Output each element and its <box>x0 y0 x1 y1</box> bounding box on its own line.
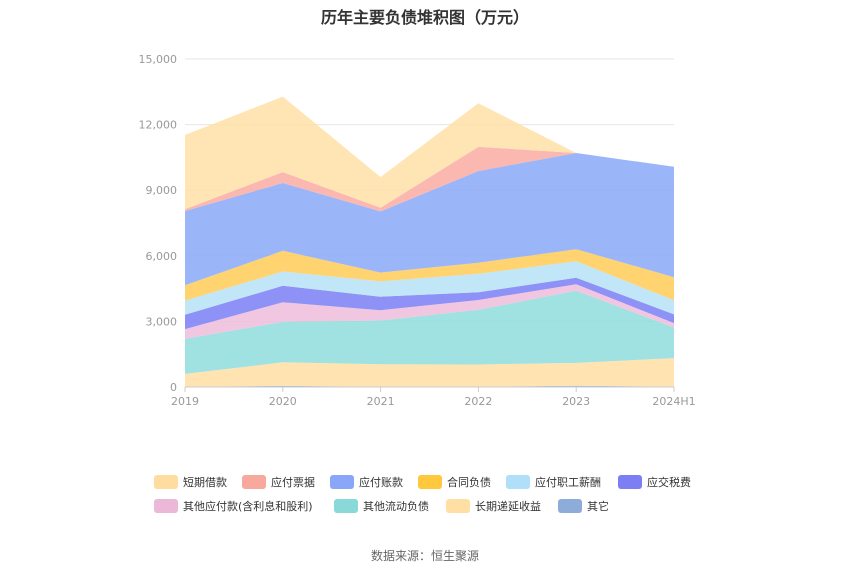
legend-label: 其它 <box>587 500 609 513</box>
legend-label: 短期借款 <box>183 476 227 489</box>
legend-item[interactable]: 应付账款 <box>330 474 403 490</box>
legend-item[interactable]: 其他流动负债 <box>334 498 429 514</box>
y-tick-label: 9,000 <box>146 184 178 197</box>
legend-item[interactable]: 应交税费 <box>618 474 691 490</box>
legend-label: 其他流动负债 <box>363 500 429 513</box>
stacked-area-chart: 0 3,000 6,000 9,000 12,000 15,000 2019 2020 2021… <box>139 53 696 408</box>
x-tick-label: 2019 <box>171 395 199 408</box>
area-series <box>185 284 674 339</box>
legend-label: 应付账款 <box>359 476 403 489</box>
x-tick-label: 2021 <box>367 395 395 408</box>
legend-swatch <box>618 475 642 489</box>
legend-label: 应付票据 <box>271 476 315 489</box>
legend-item[interactable]: 长期递延收益 <box>446 498 541 514</box>
area-series <box>185 277 674 330</box>
legend-swatch <box>334 499 358 513</box>
x-tick-label: 2020 <box>269 395 297 408</box>
chart-title: 历年主要负债堆积图（万元） <box>320 8 529 27</box>
area-series <box>185 249 674 301</box>
area-series <box>185 261 674 315</box>
legend-label: 长期递延收益 <box>475 500 541 513</box>
legend-item[interactable]: 合同负债 <box>418 474 491 490</box>
legend-label: 应交税费 <box>647 476 691 489</box>
legend-swatch <box>446 499 470 513</box>
x-tick-label: 2022 <box>464 395 492 408</box>
area-series <box>185 358 674 387</box>
legend-label: 其他应付款(含利息和股利) <box>183 500 313 513</box>
legend-item[interactable]: 应付职工薪酬 <box>506 474 601 490</box>
legend-swatch <box>154 475 178 489</box>
area-series <box>185 146 674 212</box>
x-tick-label: 2023 <box>562 395 590 408</box>
y-tick-label: 12,000 <box>139 119 178 132</box>
source-note: 数据来源：恒生聚源 <box>370 549 479 563</box>
area-series <box>185 290 674 374</box>
legend-swatch <box>418 475 442 489</box>
legend-swatch <box>558 499 582 513</box>
area-series <box>185 96 674 210</box>
x-tick-label: 2024H1 <box>652 395 695 408</box>
y-tick-label: 15,000 <box>139 53 178 66</box>
legend-label: 应付职工薪酬 <box>535 476 601 489</box>
y-tick-label: 0 <box>170 381 177 394</box>
area-series <box>185 153 674 286</box>
legend-swatch <box>330 475 354 489</box>
axis-layer: 0 3,000 6,000 9,000 12,000 15,000 2019 2020 2021… <box>139 53 696 408</box>
legend-item[interactable]: 其他应付款(含利息和股利) <box>154 498 313 514</box>
legend-item[interactable]: 应付票据 <box>242 474 315 490</box>
legend-label: 合同负债 <box>447 476 491 489</box>
legend-item[interactable]: 其它 <box>558 498 609 514</box>
y-tick-label: 3,000 <box>146 315 178 328</box>
area-layer <box>185 96 674 387</box>
legend-swatch <box>506 475 530 489</box>
legend-swatch <box>242 475 266 489</box>
legend-item[interactable]: 短期借款 <box>154 474 227 490</box>
legend-swatch <box>154 499 178 513</box>
y-tick-label: 6,000 <box>146 250 178 263</box>
